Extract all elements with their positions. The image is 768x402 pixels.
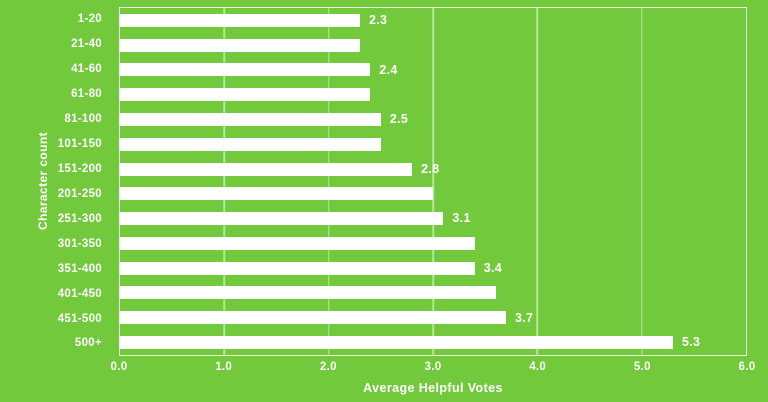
bar-row [120,181,746,206]
bar [120,88,371,102]
category-label: 1-20 [77,13,102,26]
bar-value-label: 3.7 [515,310,534,325]
x-tick-label: 0.0 [110,361,128,373]
bar-row [120,231,746,256]
bar-row: 5.3 [120,330,746,355]
category-label: 81-100 [64,113,102,126]
bar-value-label: 3.1 [452,211,471,226]
bar-row: 3.7 [120,305,746,330]
gridline [536,8,539,355]
bar-row: 3.1 [120,206,746,231]
bar-value-label: 2.5 [389,112,409,127]
bar [120,137,381,151]
bar [120,113,381,127]
category-label: 61-80 [71,88,102,101]
x-tick-label: 3.0 [424,361,442,373]
category-label: 21-40 [71,38,102,51]
gridline [327,8,330,355]
bar [120,236,475,250]
category-label: 101-150 [57,138,102,151]
bar-value-label: 2.8 [421,161,440,176]
bar [120,212,444,226]
x-axis-tick-labels: 0.0 1.0 2.0 3.0 4.0 5.0 6.0 [111,361,756,376]
gridline [223,8,226,355]
category-label: 201-250 [57,187,102,200]
bar-value-label: 2.3 [368,13,388,28]
category-label: 41-60 [71,63,102,76]
x-tick-label: 4.0 [529,361,547,373]
bar [120,336,673,350]
category-label: 301-350 [57,237,102,250]
category-label: 500+ [74,337,102,350]
bar [120,13,360,27]
bar [120,63,371,77]
category-label: 401-450 [57,287,102,300]
bar-series: 2.3 2.4 2.5 2.8 3.1 3.4 3.7 5.3 [120,8,746,355]
bar-row: 2.5 [120,107,746,132]
category-label: 351-400 [57,262,102,275]
bar [120,286,496,300]
x-tick-label: 5.0 [633,361,651,373]
bar [120,187,433,201]
x-tick-label: 2.0 [319,361,337,373]
gridline [640,8,643,355]
bar-value-label: 5.3 [681,335,701,350]
bar [120,261,475,275]
bar [120,311,507,325]
category-label: 251-300 [57,212,102,225]
bar-row [120,281,746,306]
category-label: 451-500 [57,312,102,325]
plot-area: 2.3 2.4 2.5 2.8 3.1 3.4 3.7 5.3 [119,7,747,356]
bar-row [120,33,746,58]
x-axis-title: Average Helpful Votes [363,381,503,395]
bar-value-label: 2.4 [379,62,398,77]
bar-row [120,132,746,157]
bar [120,38,360,52]
bar-row [120,82,746,107]
bar-value-label: 3.4 [483,260,502,275]
gridline [432,8,434,355]
x-tick-label: 1.0 [215,361,233,373]
bar [120,162,413,176]
bar-row: 2.3 [120,8,746,33]
category-label: 151-200 [57,162,102,175]
x-tick-label: 6.0 [738,361,756,373]
category-axis-labels: 1-20 21-40 41-60 61-80 81-100 101-150 151-200 2… [0,7,111,356]
bar-row: 2.4 [120,58,746,83]
bar-row: 2.8 [120,157,746,182]
bar-row: 3.4 [120,256,746,281]
